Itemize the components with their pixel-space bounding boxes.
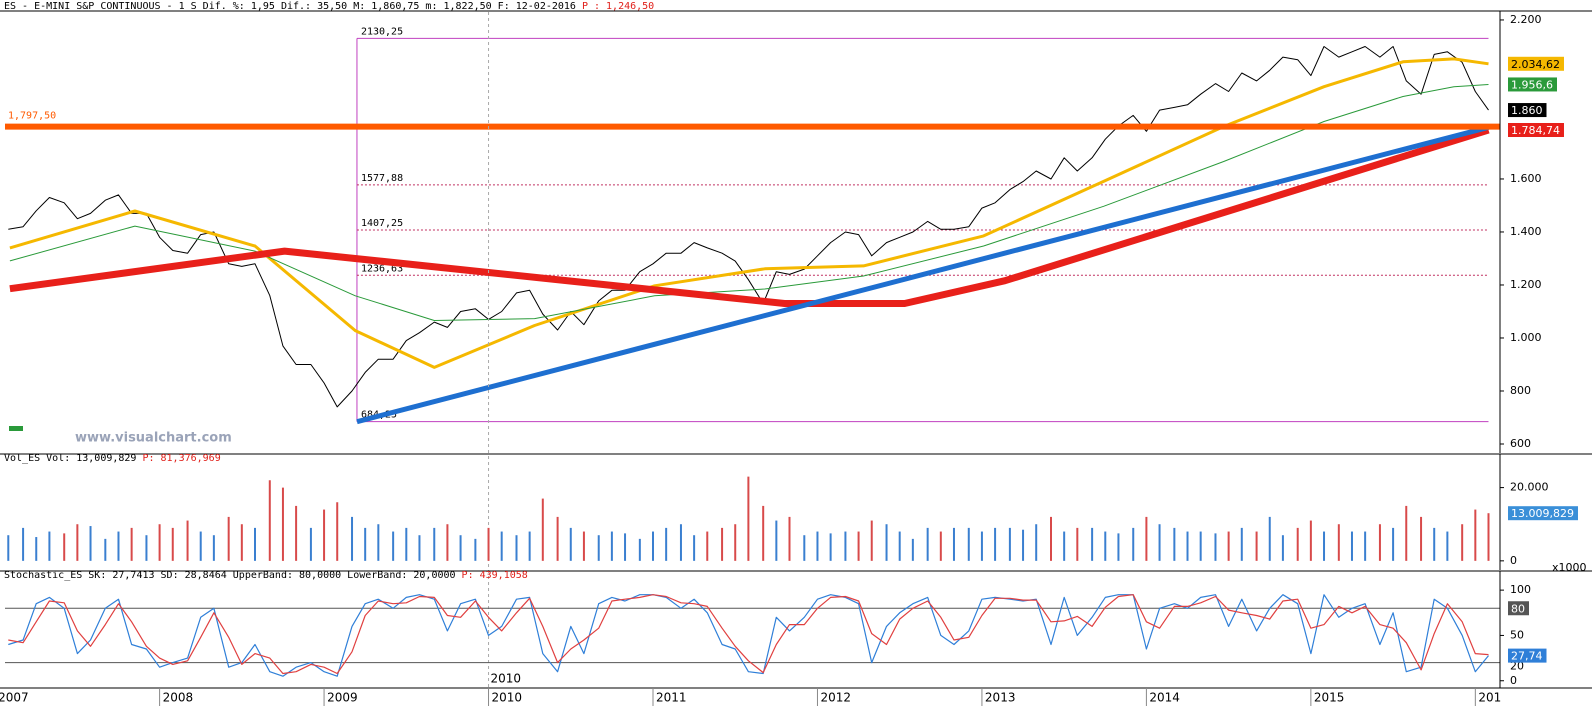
fib-label: 2130,25: [361, 26, 403, 37]
value-box: [1508, 648, 1547, 663]
value-box: [1508, 56, 1564, 71]
line-series: [8, 594, 1489, 675]
y-tick-label: 1.000: [1510, 331, 1542, 344]
value-box-label: 1.784,74: [1511, 124, 1560, 137]
fib-label: 1577,88: [361, 173, 403, 184]
line-series: [9, 126, 1490, 307]
x-tick-label: 2008: [163, 691, 194, 705]
fib-label: 1407,25: [361, 218, 403, 229]
value-box: [1508, 77, 1557, 92]
panel-title: Stochastic_ES SK: 27,7413 SD: 28,8464 Up…: [4, 570, 456, 581]
x-tick-label: 2009: [327, 691, 358, 705]
y-tick-label: 0: [1510, 674, 1517, 687]
cursor-label: 2010: [491, 672, 522, 686]
y-tick-label: 50: [1510, 628, 1524, 641]
x-tick-label: 2014: [1149, 691, 1180, 705]
x-tick-label: 2012: [820, 691, 851, 705]
watermark: www.visualchart.com: [75, 431, 232, 446]
axis-mask: [1501, 689, 1592, 719]
value-box: [1508, 103, 1547, 118]
line-series: [9, 57, 1489, 369]
band-label: 20: [1510, 660, 1524, 673]
value-box: [1508, 506, 1578, 521]
y-tick-label: 1.200: [1510, 278, 1542, 291]
x-tick-label: 2010: [492, 691, 523, 705]
panel-title-extra: P: 81,376,969: [142, 453, 220, 464]
y-tick-label: 100: [1510, 583, 1531, 596]
line-series: [356, 124, 1490, 425]
value-box-label: 80: [1511, 602, 1525, 615]
value-box-label: 13.009,829: [1511, 507, 1574, 520]
line-series: [9, 84, 1489, 321]
line-series: [8, 46, 1489, 408]
panel-title-extra: P : 1,246,50: [582, 1, 654, 12]
y-tick-label: 1.600: [1510, 172, 1542, 185]
price-level-label: 1,797,50: [8, 111, 56, 122]
y-tick-label: 20.000: [1510, 481, 1549, 494]
y-tick-label: 1.400: [1510, 225, 1542, 238]
value-box-label: 1.956,6: [1511, 78, 1553, 91]
value-box: [1508, 123, 1564, 138]
value-box-label: 27,74: [1511, 650, 1543, 663]
line-series: [8, 594, 1489, 677]
axis: 600 800 1.000 1.200 1.400 1.600 2.200 1.860 2.03…: [1500, 13, 1564, 450]
panel-title: Vol_ES Vol: 13,009,829: [4, 453, 136, 464]
x-tick-label: 2015: [1314, 691, 1345, 705]
y-tick-label: 600: [1510, 437, 1531, 450]
panel-title: ES - E-MINI S&P CONTINUOUS - 1 S Dif. %:…: [4, 1, 576, 12]
value-box: [1508, 601, 1529, 616]
value-box-label: 2.034,62: [1511, 58, 1560, 71]
x-tick-label: 2011: [656, 691, 687, 705]
y-tick-label: 0: [1510, 554, 1517, 567]
y-tick-label: 2.200: [1510, 13, 1542, 26]
icon: [9, 426, 23, 431]
panel-title-extra: P: 439,1058: [462, 570, 528, 581]
fib-label: 1236,63: [361, 263, 403, 274]
plot-area: [7, 476, 1490, 561]
x-tick-label: 2007: [0, 691, 29, 705]
y-tick-label: 800: [1510, 384, 1531, 397]
x-tick-label: 2013: [985, 691, 1016, 705]
unit-label: x1000: [1552, 561, 1587, 574]
value-box-label: 1.860: [1511, 104, 1543, 117]
plot-area: [5, 594, 1500, 677]
